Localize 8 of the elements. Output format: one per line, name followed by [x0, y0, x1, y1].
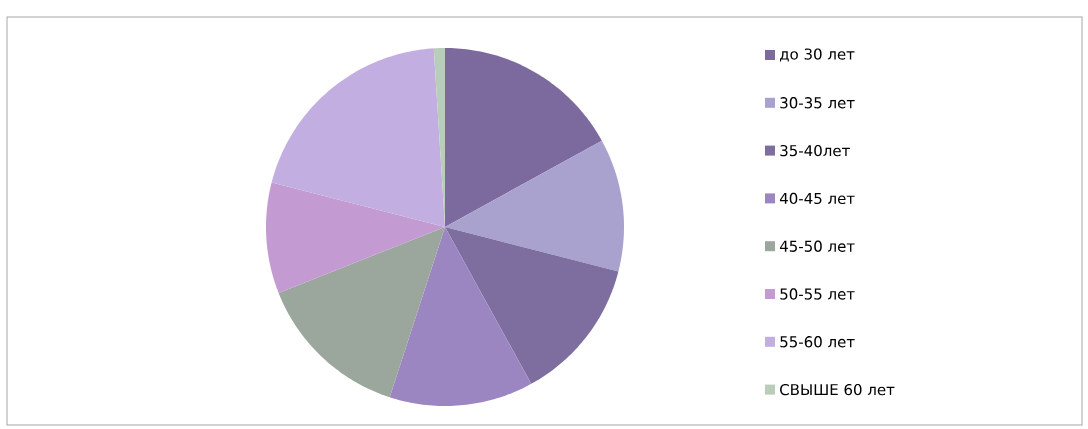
legend-label: 40-45 лет [779, 192, 855, 205]
legend-label: до 30 лет [779, 48, 855, 62]
legend-label: 30-35 лет [780, 97, 855, 109]
legend-label: 35-40лет [780, 144, 850, 157]
legend-label: СВЫШЕ 60 лет [780, 383, 895, 396]
legend-label: 45-50 лет [779, 240, 855, 252]
legend-label: 55-60 лет [780, 336, 855, 348]
legend-label: 50-55 лет [780, 288, 855, 300]
